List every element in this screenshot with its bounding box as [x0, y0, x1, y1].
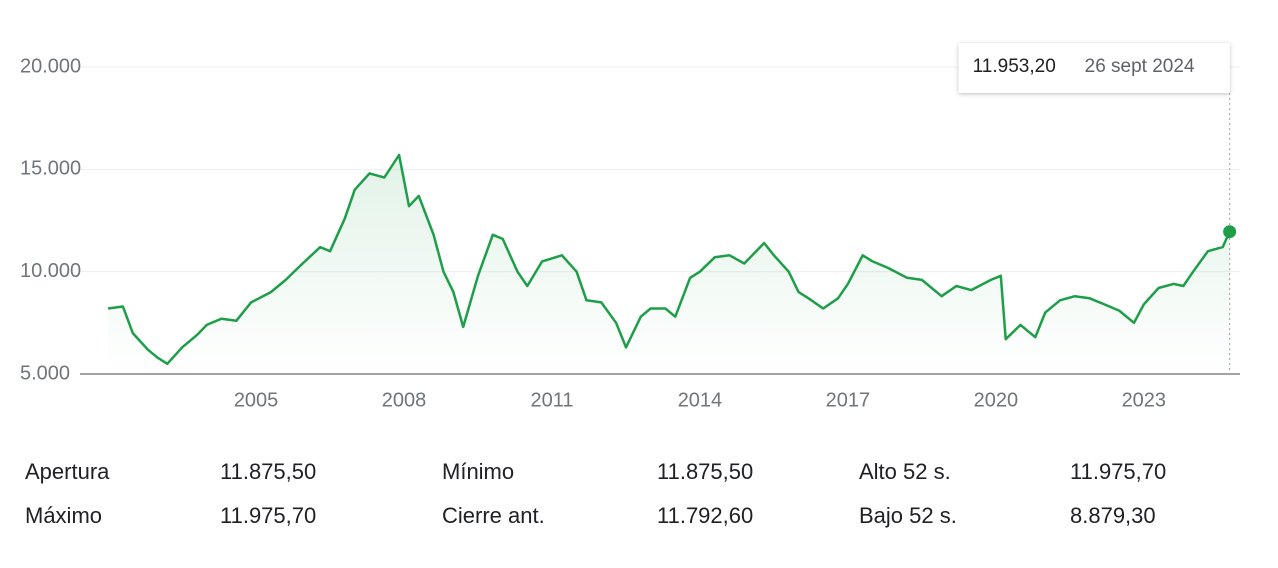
x-tick-label: 2023 — [1122, 389, 1167, 411]
price-line — [107, 153, 1231, 366]
stat-value: 11.792,60 — [657, 503, 753, 528]
area — [108, 155, 1230, 374]
x-tick-label: 2014 — [678, 389, 723, 411]
stat-label: Máximo — [25, 503, 102, 528]
x-tick-label: 2017 — [826, 389, 871, 411]
stat-label: Apertura — [25, 459, 110, 484]
y-tick-label: 10.000 — [20, 260, 81, 282]
y-tick-label: 5.000 — [20, 362, 70, 384]
tooltip-date: 26 sept 2024 — [1085, 56, 1195, 77]
x-tick-label: 2005 — [234, 389, 279, 411]
stat-label: Mínimo — [442, 459, 514, 484]
y-tick-label: 15.000 — [20, 158, 81, 180]
x-tick-label: 2020 — [974, 389, 1019, 411]
stat-value: 8.879,30 — [1070, 503, 1156, 528]
stat-value: 11.975,70 — [220, 503, 316, 528]
x-tick-label: 2011 — [530, 389, 573, 411]
x-tick-label: 2008 — [382, 389, 427, 411]
stat-value: 11.875,50 — [220, 459, 316, 484]
stat-label: Alto 52 s. — [859, 459, 951, 484]
stat-value: 11.975,70 — [1070, 459, 1166, 484]
tooltip — [958, 43, 1230, 93]
stat-label: Bajo 52 s. — [859, 503, 957, 528]
highlight-point — [1223, 225, 1237, 239]
y-tick-label: 20.000 — [20, 55, 81, 77]
tooltip-value: 11.953,20 — [973, 56, 1056, 77]
stat-label: Cierre ant. — [442, 503, 545, 528]
stat-value: 11.875,50 — [657, 459, 753, 484]
